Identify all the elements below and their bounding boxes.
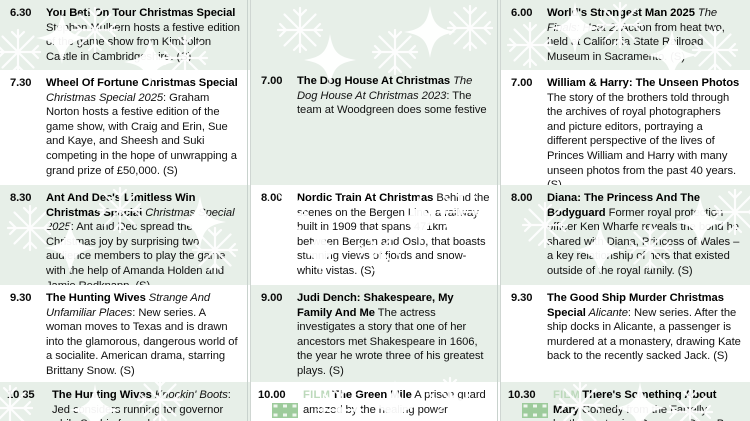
programme-title: The Dog House At Christmas	[297, 75, 451, 87]
programme-title: William & Harry: The Unseen Photos	[547, 77, 740, 89]
programme-description: : New series. After the ship docks in Al…	[547, 306, 741, 363]
programme-title: The Hunting Wives	[52, 389, 152, 401]
programme-row[interactable]: 7.00 William & Harry: The Unseen Photos …	[501, 70, 750, 185]
programme-description: The actress investigates a story that on…	[297, 306, 484, 377]
programme-row[interactable]: 6.30 You Bet! On Tour Christmas Special …	[0, 0, 250, 70]
listings-column-3: 6.00 World's Strongest Man 2025 The Fina…	[500, 0, 750, 421]
column-divider-2	[497, 0, 498, 421]
programme-time: 8.00	[261, 192, 283, 204]
programme-time: 8.30	[10, 192, 32, 204]
programme-time: 6.00	[511, 7, 533, 19]
programme-row[interactable]: 6.00 World's Strongest Man 2025 The Fina…	[501, 0, 750, 70]
column-divider-1	[247, 0, 248, 421]
programme-time: 9.30	[10, 292, 32, 304]
programme-description: : The team at Woodgreen does some festiv…	[297, 89, 487, 116]
programme-title: World's Strongest Man 2025	[547, 7, 695, 19]
programme-description: : Graham Norton hosts a festive edition …	[46, 91, 237, 177]
column-3-rows: 6.00 World's Strongest Man 2025 The Fina…	[501, 0, 750, 421]
programme-body: The Dog House At Christmas The Dog House…	[297, 74, 491, 116]
programme-body: FILM The Green Mile A prison guard amazed…	[272, 388, 491, 418]
programme-time: 7.00	[261, 75, 283, 87]
programme-body: Ant And Dec's Limitless Win Christmas Sp…	[46, 191, 241, 285]
programme-time: 10.35	[7, 389, 35, 401]
film-strip-icon	[272, 403, 298, 418]
programme-body: You Bet! On Tour Christmas Special Steph…	[46, 6, 241, 64]
film-badge-label: FILM	[303, 389, 331, 401]
programme-row[interactable]: 8.30 Ant And Dec's Limitless Win Christm…	[0, 185, 250, 285]
programme-row[interactable]: 7.00 The Dog House At Christmas The Dog …	[251, 70, 500, 116]
programme-title: The Good Ship Murder Christmas Special	[547, 292, 724, 319]
programme-time: 7.30	[10, 77, 32, 89]
programme-title: Judi Dench: Shakespeare, My Family And M…	[297, 292, 454, 319]
programme-body: William & Harry: The Unseen Photos The s…	[547, 76, 741, 185]
programme-time: 10.30	[508, 389, 536, 401]
film-badge-label: FILM	[553, 389, 581, 401]
programme-row[interactable]: 10.30 FILM There's Something About Mary C…	[501, 382, 750, 421]
programme-subtitle: The Dog House At Christmas 2023	[297, 75, 473, 102]
programme-row[interactable]: 7.30 Wheel Of Fortune Christmas Special …	[0, 70, 250, 185]
programme-title: You Bet! On Tour Christmas Special	[46, 7, 236, 19]
programme-description: : New series. A woman moves to Texas and…	[46, 306, 238, 377]
column-2-leading-spacer	[251, 0, 500, 70]
programme-title: The Green Mile	[332, 389, 412, 401]
programme-subtitle: Alicante	[585, 306, 628, 319]
programme-time: 6.30	[10, 7, 32, 19]
listings-column-1: 6.30 You Bet! On Tour Christmas Special …	[0, 0, 250, 421]
programme-time: 10.00	[258, 389, 286, 401]
programme-title: Wheel Of Fortune Christmas Special	[46, 77, 238, 89]
programme-row[interactable]: 9.30 The Hunting Wives Strange And Unfam…	[0, 285, 250, 382]
listings-column-2: 7.00 The Dog House At Christmas The Dog …	[250, 0, 500, 421]
programme-description: Behind the scenes on the Bergen Line, a …	[297, 192, 490, 277]
programme-body: The Hunting Wives Strange And Unfamiliar…	[46, 291, 241, 379]
programme-body: World's Strongest Man 2025 The Finals: H…	[547, 6, 741, 64]
film-strip-icon	[522, 403, 548, 418]
programme-title: Nordic Train At Christmas	[297, 192, 434, 204]
programme-body: Wheel Of Fortune Christmas Special Chris…	[46, 76, 241, 178]
programme-description: Comedy from the Farrelly brothers, starr…	[553, 403, 737, 421]
programme-title: The Hunting Wives	[46, 292, 146, 304]
programme-subtitle: Knockin' Boots	[151, 389, 228, 401]
programme-row[interactable]: 8.00 Nordic Train At Christmas Behind th…	[251, 185, 500, 285]
programme-time: 7.00	[511, 77, 533, 89]
programme-row[interactable]: 10.35 The Hunting Wives Knockin' Boots: …	[0, 382, 250, 421]
programme-row[interactable]: 8.00 Diana: The Princess And The Bodygua…	[501, 185, 750, 285]
programme-body: Diana: The Princess And The Bodyguard Fo…	[547, 191, 741, 279]
programme-time: 8.00	[511, 192, 533, 204]
programme-row[interactable]: 9.00 Judi Dench: Shakespeare, My Family …	[251, 285, 500, 382]
programme-row[interactable]: 10.00 FILM The Green Mile A prison guard …	[251, 382, 500, 421]
programme-subtitle: Strange And Unfamiliar Places	[46, 292, 211, 319]
programme-row[interactable]: 9.30 The Good Ship Murder Christmas Spec…	[501, 285, 750, 382]
programme-time: 9.30	[511, 292, 533, 304]
programme-body: FILM There's Something About Mary Comedy …	[522, 388, 741, 421]
programme-description: Stephen Mulhern hosts a festive edition …	[46, 21, 240, 63]
programme-description: The story of the brothers told through t…	[547, 91, 737, 185]
programme-subtitle: Christmas Special 2025	[46, 91, 164, 104]
programme-body: Judi Dench: Shakespeare, My Family And M…	[297, 291, 491, 379]
programme-body: The Hunting Wives Knockin' Boots: Jed co…	[52, 388, 241, 421]
column-2-rows: 7.00 The Dog House At Christmas The Dog …	[251, 0, 500, 421]
programme-body: The Good Ship Murder Christmas Special A…	[547, 291, 741, 364]
column-2-gap-spacer	[251, 116, 500, 185]
column-1-rows: 6.30 You Bet! On Tour Christmas Special …	[0, 0, 250, 421]
programme-time: 9.00	[261, 292, 283, 304]
programme-body: Nordic Train At Christmas Behind the sce…	[297, 191, 491, 279]
programme-description: : Ant and Dec spread the Christmas joy b…	[46, 221, 226, 285]
